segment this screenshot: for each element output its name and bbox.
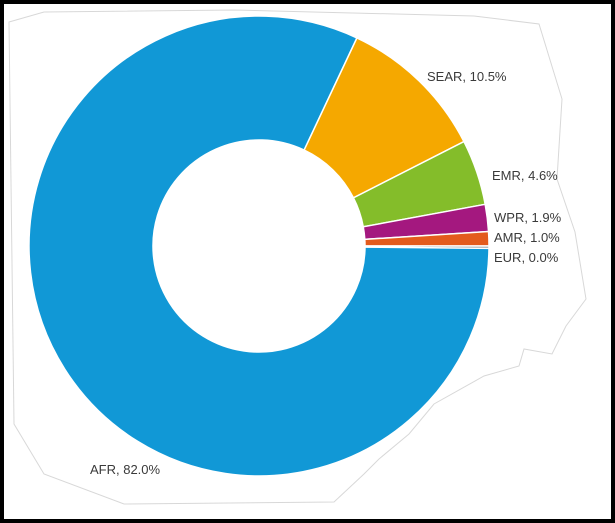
slice-label-emr: EMR, 4.6% xyxy=(492,168,558,183)
slice-label-eur: EUR, 0.0% xyxy=(494,250,559,265)
slice-label-sear: SEAR, 10.5% xyxy=(427,69,507,84)
slice-label-wpr: WPR, 1.9% xyxy=(494,210,562,225)
slice-eur xyxy=(364,245,490,250)
slice-label-amr: AMR, 1.0% xyxy=(494,230,560,245)
donut-chart: AFR, 82.0% SEAR, 10.5% EMR, 4.6% WPR, 1.9% A… xyxy=(8,9,587,505)
labels-group: AFR, 82.0% SEAR, 10.5% EMR, 4.6% WPR, 1.9% A… xyxy=(90,69,562,477)
slice-afr xyxy=(28,15,490,477)
slice-label-afr: AFR, 82.0% xyxy=(90,462,161,477)
slices-group xyxy=(28,15,490,477)
